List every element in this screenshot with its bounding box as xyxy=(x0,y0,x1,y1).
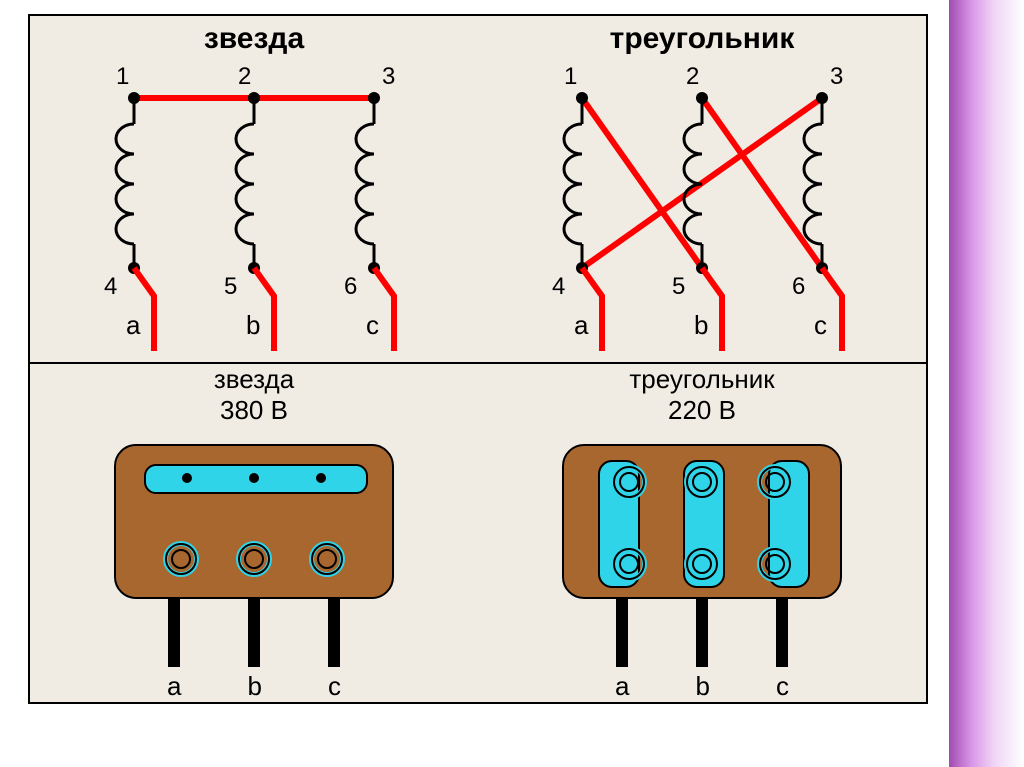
delta-sub-title: треугольник xyxy=(478,364,926,395)
num-4: 4 xyxy=(104,273,117,300)
wire-icon xyxy=(248,597,260,667)
label-c: c xyxy=(328,671,341,702)
wire-icon xyxy=(328,597,340,667)
phase-a: a xyxy=(126,310,141,340)
delta-svg: 1 2 3 4 5 6 a b c xyxy=(502,56,902,356)
phase-b: b xyxy=(246,310,260,340)
terminal-ring xyxy=(684,546,720,582)
num-3d: 3 xyxy=(830,63,843,90)
num-2: 2 xyxy=(238,63,251,90)
wire-icon xyxy=(616,597,628,667)
star-wires xyxy=(114,597,394,667)
label-b: b xyxy=(695,671,709,702)
hole-icon xyxy=(316,473,326,483)
terminal-ring xyxy=(236,541,272,577)
delta-title: треугольник xyxy=(478,16,926,56)
label-a: a xyxy=(167,671,181,702)
terminal-ring xyxy=(684,464,720,500)
terminal-ring xyxy=(757,464,793,500)
side-gradient xyxy=(949,0,1024,767)
delta-phase-labels: a b c xyxy=(562,671,842,702)
label-c: c xyxy=(776,671,789,702)
delta-schematic: треугольник xyxy=(478,16,926,362)
terminal-ring xyxy=(309,541,345,577)
terminal-panel: звезда 380 В xyxy=(28,364,928,704)
phase-cd: c xyxy=(814,310,827,340)
label-a: a xyxy=(615,671,629,702)
num-5: 5 xyxy=(224,273,237,300)
num-6d: 6 xyxy=(792,273,805,300)
hole-icon xyxy=(249,473,259,483)
num-3: 3 xyxy=(382,63,395,90)
terminal-ring xyxy=(757,546,793,582)
num-2d: 2 xyxy=(686,63,699,90)
star-terminal-block: a b c xyxy=(30,444,478,702)
terminal-ring xyxy=(611,464,647,500)
num-6: 6 xyxy=(344,273,357,300)
wire-icon xyxy=(776,597,788,667)
star-terminal-half: звезда 380 В xyxy=(30,364,478,702)
wire-icon xyxy=(168,597,180,667)
label-b: b xyxy=(247,671,261,702)
delta-brown-box xyxy=(562,444,842,599)
star-schematic: звезда xyxy=(30,16,478,362)
delta-voltage: 220 В xyxy=(478,395,926,426)
terminal-ring xyxy=(163,541,199,577)
star-phase-labels: a b c xyxy=(114,671,394,702)
star-svg: 1 2 3 4 5 6 a b c xyxy=(54,56,454,356)
diagram-container: звезда xyxy=(28,14,928,704)
star-sub-title: звезда xyxy=(30,364,478,395)
star-brown-box xyxy=(114,444,394,599)
num-1: 1 xyxy=(116,63,129,90)
delta-terminal-half: треугольник 220 В xyxy=(478,364,926,702)
phase-c: c xyxy=(366,310,379,340)
terminal-ring xyxy=(611,546,647,582)
num-1d: 1 xyxy=(564,63,577,90)
star-title: звезда xyxy=(30,16,478,56)
hole-icon xyxy=(182,473,192,483)
phase-bd: b xyxy=(694,310,708,340)
delta-terminal-block: a b c xyxy=(478,444,926,702)
schematic-panel: звезда xyxy=(28,14,928,364)
star-voltage: 380 В xyxy=(30,395,478,426)
delta-wires xyxy=(562,597,842,667)
wire-icon xyxy=(696,597,708,667)
num-5d: 5 xyxy=(672,273,685,300)
num-4d: 4 xyxy=(552,273,565,300)
phase-ad: a xyxy=(574,310,589,340)
